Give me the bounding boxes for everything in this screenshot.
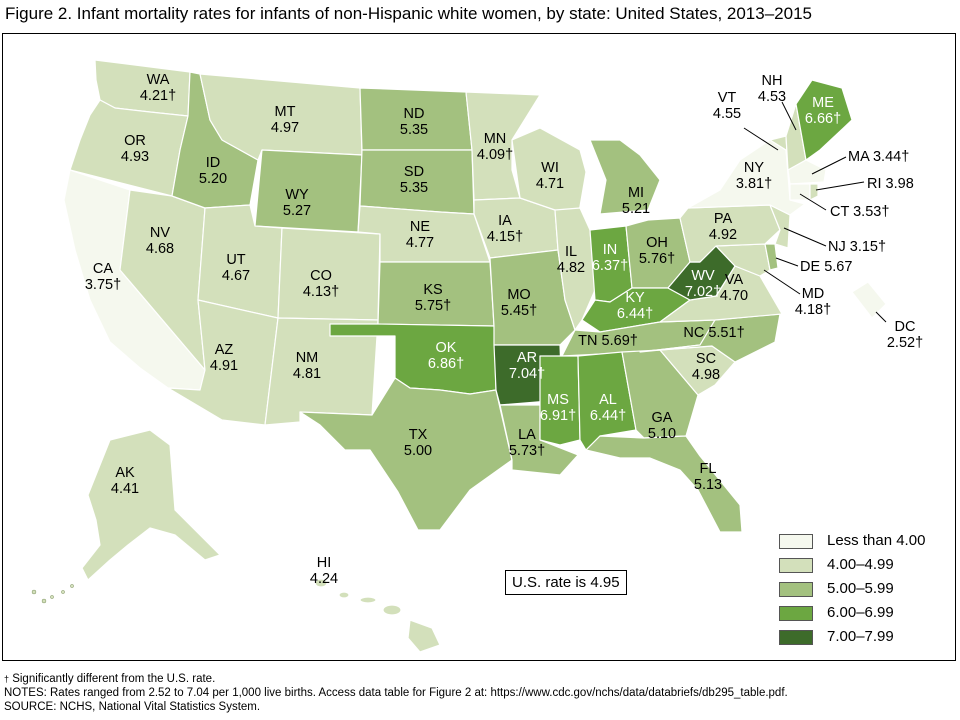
label-ME: ME 6.66†	[804, 95, 842, 127]
us-rate-box: U.S. rate is 4.95	[505, 570, 627, 595]
label-UT: UT 4.67	[221, 252, 251, 284]
label-WY: WY 5.27	[282, 187, 312, 219]
leader-line-nh	[781, 101, 797, 131]
label-OR: OR 4.93	[120, 133, 150, 165]
state-HI-island-molokai	[359, 596, 377, 604]
label-HI: HI 4.24	[309, 555, 339, 587]
label-GA: GA 5.10	[647, 410, 677, 442]
label-VT: VT 4.55	[712, 90, 742, 122]
label-AK: AK 4.41	[110, 465, 140, 497]
label-NH: NH 4.53	[757, 73, 787, 105]
figure-title: Figure 2. Infant mortality rates for inf…	[5, 4, 812, 23]
label-MT: MT 4.97	[270, 104, 300, 136]
label-TN: TN 5.69†	[578, 333, 638, 349]
state-HI-island-maui	[382, 604, 402, 616]
label-NM: NM 4.81	[292, 350, 322, 382]
aleutian-dot	[61, 590, 65, 594]
state-RI	[809, 183, 819, 201]
leader-line-md	[763, 269, 801, 295]
notes-line: NOTES: Rates ranged from 2.52 to 7.04 pe…	[4, 687, 788, 699]
label-LA: LA 5.73†	[508, 427, 546, 459]
label-NY: NY 3.81†	[735, 160, 773, 192]
label-IN: IN 6.37†	[591, 242, 629, 274]
label-OH: OH 5.76†	[638, 235, 676, 267]
aleutian-dot	[31, 589, 37, 595]
label-VA: VA 4.70	[719, 272, 749, 304]
state-AK	[81, 429, 221, 581]
legend-swatch	[779, 606, 813, 621]
label-OK: OK 6.86†	[427, 340, 465, 372]
source-line: SOURCE: NCHS, National Vital Statistics …	[4, 701, 261, 713]
label-MO: MO 5.45†	[500, 287, 538, 319]
label-IL: IL 4.82	[556, 244, 586, 276]
label-SC: SC 4.98	[691, 351, 721, 383]
label-MD: MD 4.18†	[794, 286, 832, 318]
label-ID: ID 5.20	[198, 155, 228, 187]
aleutian-dot	[70, 584, 74, 588]
label-DE: DE 5.67	[800, 259, 853, 275]
label-FL: FL 5.13	[693, 461, 723, 493]
legend-swatch	[779, 582, 813, 597]
state-DC	[851, 281, 887, 319]
state-CT	[789, 183, 811, 201]
state-NC	[639, 313, 781, 363]
label-NV: NV 4.68	[145, 225, 175, 257]
label-WV: WV 7.02†	[684, 268, 722, 300]
legend-swatch	[779, 534, 813, 549]
leader-line-dc	[875, 311, 887, 323]
label-KS: KS 5.75†	[414, 282, 452, 314]
label-MS: MS 6.91†	[539, 392, 577, 424]
notes: † Significantly different from the U.S. …	[4, 672, 788, 714]
label-KY: KY 6.44†	[616, 290, 654, 322]
label-MN: MN 4.09†	[476, 131, 514, 163]
state-WI	[511, 127, 587, 219]
map-frame	[2, 33, 956, 661]
state-HI-island-oahu	[338, 591, 350, 599]
label-MI: MI 5.21	[621, 185, 651, 217]
state-MA	[787, 159, 827, 185]
label-CT: CT 3.53†	[830, 204, 890, 220]
label-MA: MA 3.44†	[848, 149, 910, 165]
label-AR: AR 7.04†	[508, 350, 546, 382]
label-RI: RI 3.98	[867, 176, 914, 192]
state-DE	[764, 243, 779, 271]
state-FL	[585, 435, 743, 533]
legend-swatch	[779, 558, 813, 573]
state-NY	[687, 139, 806, 216]
leader-line-ri	[815, 181, 865, 191]
label-ND: ND 5.35	[399, 106, 429, 138]
label-CO: CO 4.13†	[302, 268, 340, 300]
state-HI-island-big	[407, 619, 441, 653]
aleutian-dot	[41, 598, 47, 604]
label-WI: WI 4.71	[535, 160, 565, 192]
label-NJ: NJ 3.15†	[828, 239, 887, 255]
leader-line-de	[775, 257, 799, 267]
state-MI	[589, 139, 661, 215]
label-AL: AL 6.44†	[589, 392, 627, 424]
leader-line-nj	[783, 227, 827, 247]
state-MN	[465, 91, 541, 201]
leader-line-vt	[743, 127, 779, 151]
label-NE: NE 4.77	[405, 219, 435, 251]
label-WA: WA 4.21†	[139, 72, 177, 104]
label-PA: PA 4.92	[708, 211, 738, 243]
label-DC: DC 2.52†	[886, 319, 924, 351]
legend-swatch	[779, 630, 813, 645]
label-NC: NC 5.51†	[683, 325, 745, 341]
label-CA: CA 3.75†	[84, 261, 122, 293]
label-TX: TX 5.00	[403, 427, 433, 459]
aleutian-dot	[50, 595, 54, 599]
state-HI-island-kauai	[314, 578, 328, 588]
label-SD: SD 5.35	[399, 164, 429, 196]
leader-line-ct	[799, 193, 827, 211]
leader-line-ma	[811, 156, 847, 175]
label-AZ: AZ 4.91	[209, 342, 239, 374]
footnote: † Significantly different from the U.S. …	[4, 673, 216, 685]
label-IA: IA 4.15†	[486, 213, 524, 245]
